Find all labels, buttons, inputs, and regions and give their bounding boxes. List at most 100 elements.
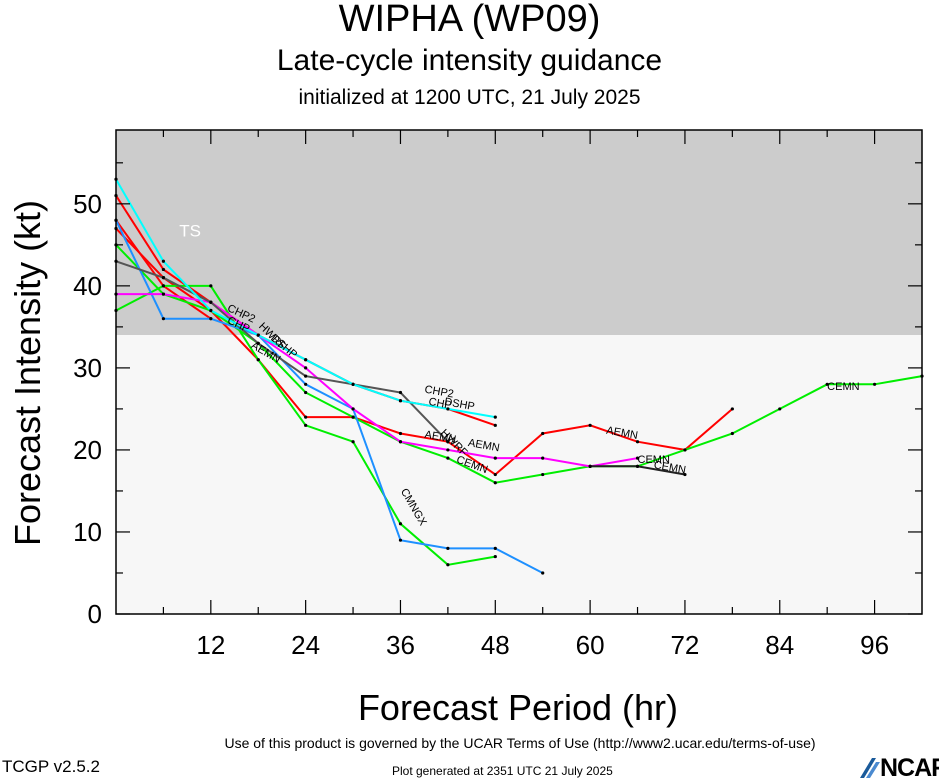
series-point <box>304 423 308 427</box>
series-point <box>256 333 260 337</box>
y-tick-label: 40 <box>73 271 102 301</box>
series-point <box>209 308 213 313</box>
chart-subtitle: Late-cycle intensity guidance <box>276 44 663 77</box>
series-point <box>446 440 450 444</box>
annotation-label: CHP2 <box>424 384 455 401</box>
series-point <box>635 440 640 444</box>
x-tick-label: 84 <box>765 630 794 660</box>
series-point <box>398 390 403 395</box>
series-line-5 <box>115 219 544 574</box>
version-label: TCGP v2.5.2 <box>2 757 100 776</box>
ncar-logo-icon <box>860 758 880 778</box>
y-tick-label: 10 <box>73 517 102 547</box>
generated-timestamp: Plot generated at 2351 UTC 21 July 2025 <box>392 764 613 778</box>
series-point <box>493 472 497 477</box>
series-point <box>161 284 166 288</box>
series-point <box>351 382 355 386</box>
series-point <box>398 431 403 436</box>
annotation-label: CHP <box>428 396 453 412</box>
series-point <box>872 382 877 386</box>
series-point <box>161 276 166 280</box>
chart-axes: 12 24 36 48 60 72 84 96 0 10 20 30 40 50 <box>73 129 923 660</box>
y-tick-label: 50 <box>73 189 102 219</box>
series-point <box>304 374 308 378</box>
ncar-logo-text: NCAR <box>880 754 939 782</box>
series-point <box>161 259 166 263</box>
annotation-label: CEMN <box>827 381 859 393</box>
series-point <box>446 448 450 452</box>
series-point <box>683 472 687 477</box>
series-point <box>493 554 497 559</box>
series-point <box>351 440 355 444</box>
ncar-logo: NCAR <box>858 752 939 782</box>
series-point <box>493 456 497 460</box>
series-point <box>778 407 782 411</box>
series-lines <box>114 177 924 575</box>
annotation-label: AEMN <box>424 429 457 446</box>
series-point <box>304 415 308 419</box>
series-point <box>398 440 403 444</box>
series-point <box>493 423 497 427</box>
series-point <box>351 407 355 411</box>
chart-title: WIPHA (WP09) <box>338 0 601 40</box>
series-point <box>730 431 734 436</box>
series-point <box>304 366 308 370</box>
x-tick-label: 72 <box>670 630 699 660</box>
terms-of-use: Use of this product is governed by the U… <box>224 735 816 751</box>
annotation-label: TS <box>179 222 201 241</box>
series-point <box>446 546 450 550</box>
series-point <box>635 464 640 468</box>
series-point <box>683 448 687 452</box>
series-point <box>493 415 497 419</box>
series-point <box>825 382 829 386</box>
series-point <box>256 341 260 345</box>
annotation-label: CEMN <box>638 454 670 466</box>
x-axis-label: Forecast Period (hr) <box>358 687 678 728</box>
y-axis-label: Forecast Intensity (kt) <box>7 200 48 546</box>
y-tick-label: 30 <box>73 353 102 383</box>
annotation-label: AEMN <box>605 425 638 442</box>
x-tick-label: 24 <box>291 630 320 660</box>
series-point <box>635 456 640 460</box>
annotation-label: DSHP <box>443 396 475 413</box>
intensity-bands <box>116 130 922 614</box>
series-point <box>730 407 734 411</box>
init-time-label: initialized at 1200 UTC, 21 July 2025 <box>298 86 641 109</box>
series-line-4 <box>115 244 923 484</box>
series-point <box>446 407 450 411</box>
plot-frame <box>115 129 923 615</box>
series-point <box>161 292 166 296</box>
series-point <box>304 382 308 386</box>
series-point <box>209 300 213 304</box>
series-point <box>161 317 166 321</box>
series-point <box>446 563 450 567</box>
x-tick-label: 48 <box>481 630 510 660</box>
y-tick-label: 20 <box>73 435 102 465</box>
series-point <box>161 267 166 272</box>
series-point <box>541 456 545 460</box>
series-point <box>209 284 213 288</box>
annotation-label: CEMN <box>653 459 687 476</box>
annotation-label: AEMN <box>467 437 500 454</box>
series-point <box>304 358 308 362</box>
band-0 <box>116 130 922 336</box>
series-line-1 <box>115 227 734 476</box>
series-point <box>588 423 592 427</box>
series-point <box>398 522 403 526</box>
series-point <box>398 538 403 542</box>
x-tick-label: 12 <box>196 630 225 660</box>
series-point <box>541 571 545 575</box>
series-point <box>256 358 260 362</box>
y-tick-label: 0 <box>88 599 102 629</box>
series-point <box>588 464 592 468</box>
x-tick-label: 36 <box>386 630 415 660</box>
series-point <box>541 472 545 477</box>
series-point <box>541 431 545 436</box>
x-tick-label: 96 <box>860 630 889 660</box>
series-point <box>304 390 308 395</box>
x-tick-label: 60 <box>576 630 605 660</box>
series-point <box>351 415 355 419</box>
band-1 <box>116 335 922 614</box>
series-point <box>209 317 213 321</box>
series-point <box>493 546 497 550</box>
